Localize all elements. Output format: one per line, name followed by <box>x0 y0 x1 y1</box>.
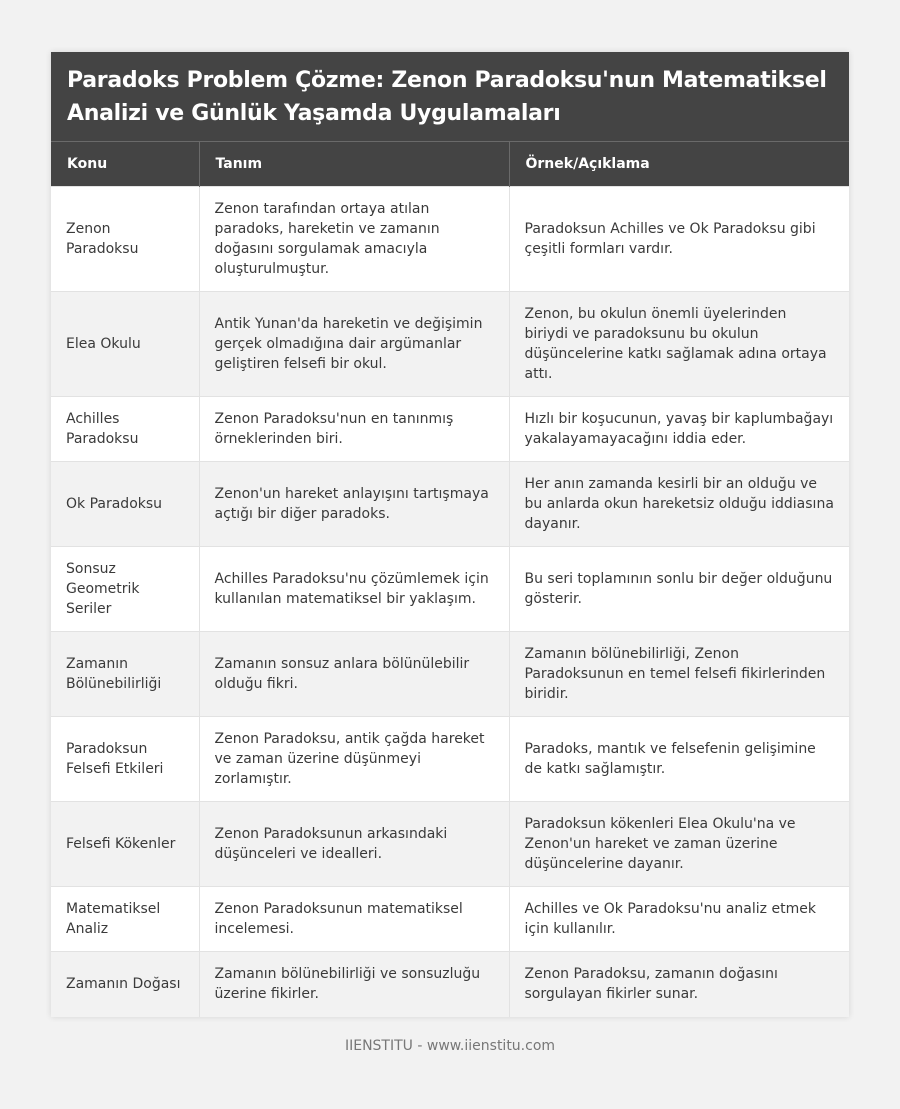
cell-tanim: Zenon'un hareket anlayışını tartışmaya a… <box>198 461 509 547</box>
table-row: Matematiksel Analiz Zenon Paradoksunun ma… <box>51 886 849 952</box>
table-title: Paradoks Problem Çözme: Zenon Paradoksu'… <box>51 52 849 141</box>
footer-credit: IIENSTITU - www.iienstitu.com <box>344 1038 556 1054</box>
cell-konu: Zamanın Doğası <box>51 951 199 1017</box>
cell-tanim: Zenon Paradoksu'nun en tanınmış örnekler… <box>198 396 509 462</box>
cell-tanim: Zenon Paradoksunun matematiksel inceleme… <box>198 886 509 952</box>
cell-konu: Matematiksel Analiz <box>51 886 199 952</box>
cell-konu: Felsefi Kökenler <box>51 801 199 887</box>
cell-ornek: Zamanın bölünebilirliği, Zenon Paradoksu… <box>508 631 849 717</box>
column-header-ornek: Örnek/Açıklama <box>508 141 849 187</box>
cell-ornek: Achilles ve Ok Paradoksu'nu analiz etmek… <box>508 886 849 952</box>
cell-ornek: Paradoksun kökenleri Elea Okulu'na ve Ze… <box>508 801 849 887</box>
table-row: Zamanın Bölünebilirliği Zamanın sonsuz an… <box>51 631 849 717</box>
table-row: Zenon Paradoksu Zenon tarafından ortaya a… <box>51 186 849 292</box>
table-row: Zamanın Doğası Zamanın bölünebilirliği ve… <box>51 951 849 1017</box>
table-row: Elea Okulu Antik Yunan'da hareketin ve de… <box>51 291 849 397</box>
cell-ornek: Zenon Paradoksu, zamanın doğasını sorgul… <box>508 951 849 1017</box>
cell-konu: Zenon Paradoksu <box>51 186 199 292</box>
cell-tanim: Antik Yunan'da hareketin ve değişimin ge… <box>198 291 509 397</box>
table-row: Sonsuz Geometrik Seriler Achilles Paradok… <box>51 546 849 632</box>
column-header-tanim: Tanım <box>198 141 509 187</box>
cell-konu: Elea Okulu <box>51 291 199 397</box>
cell-konu: Zamanın Bölünebilirliği <box>51 631 199 717</box>
table-row: Felsefi Kökenler Zenon Paradoksunun arkas… <box>51 801 849 887</box>
cell-tanim: Zenon tarafından ortaya atılan paradoks,… <box>198 186 509 292</box>
data-table: Konu Tanım Örnek/Açıklama Zenon Paradoks… <box>51 141 849 1017</box>
cell-konu: Achilles Paradoksu <box>51 396 199 462</box>
cell-ornek: Paradoksun Achilles ve Ok Paradoksu gibi… <box>508 186 849 292</box>
cell-konu: Ok Paradoksu <box>51 461 199 547</box>
cell-ornek: Bu seri toplamının sonlu bir değer olduğ… <box>508 546 849 632</box>
table-card: Paradoks Problem Çözme: Zenon Paradoksu'… <box>51 52 849 1017</box>
cell-konu: Paradoksun Felsefi Etkileri <box>51 716 199 802</box>
cell-ornek: Paradoks, mantık ve felsefenin gelişimin… <box>508 716 849 802</box>
table-row: Paradoksun Felsefi Etkileri Zenon Paradok… <box>51 716 849 802</box>
cell-tanim: Zenon Paradoksu, antik çağda hareket ve … <box>198 716 509 802</box>
cell-ornek: Hızlı bir koşucunun, yavaş bir kaplumbağ… <box>508 396 849 462</box>
cell-tanim: Zamanın bölünebilirliği ve sonsuzluğu üz… <box>198 951 509 1017</box>
column-header-konu: Konu <box>51 141 199 187</box>
header-row: Konu Tanım Örnek/Açıklama <box>51 141 849 187</box>
cell-tanim: Zenon Paradoksunun arkasındaki düşüncele… <box>198 801 509 887</box>
cell-tanim: Zamanın sonsuz anlara bölünülebilir oldu… <box>198 631 509 717</box>
cell-ornek: Zenon, bu okulun önemli üyelerinden biri… <box>508 291 849 397</box>
cell-tanim: Achilles Paradoksu'nu çözümlemek için ku… <box>198 546 509 632</box>
cell-ornek: Her anın zamanda kesirli bir an olduğu v… <box>508 461 849 547</box>
table-row: Ok Paradoksu Zenon'un hareket anlayışını … <box>51 461 849 547</box>
table-row: Achilles Paradoksu Zenon Paradoksu'nun en… <box>51 396 849 462</box>
cell-konu: Sonsuz Geometrik Seriler <box>51 546 199 632</box>
